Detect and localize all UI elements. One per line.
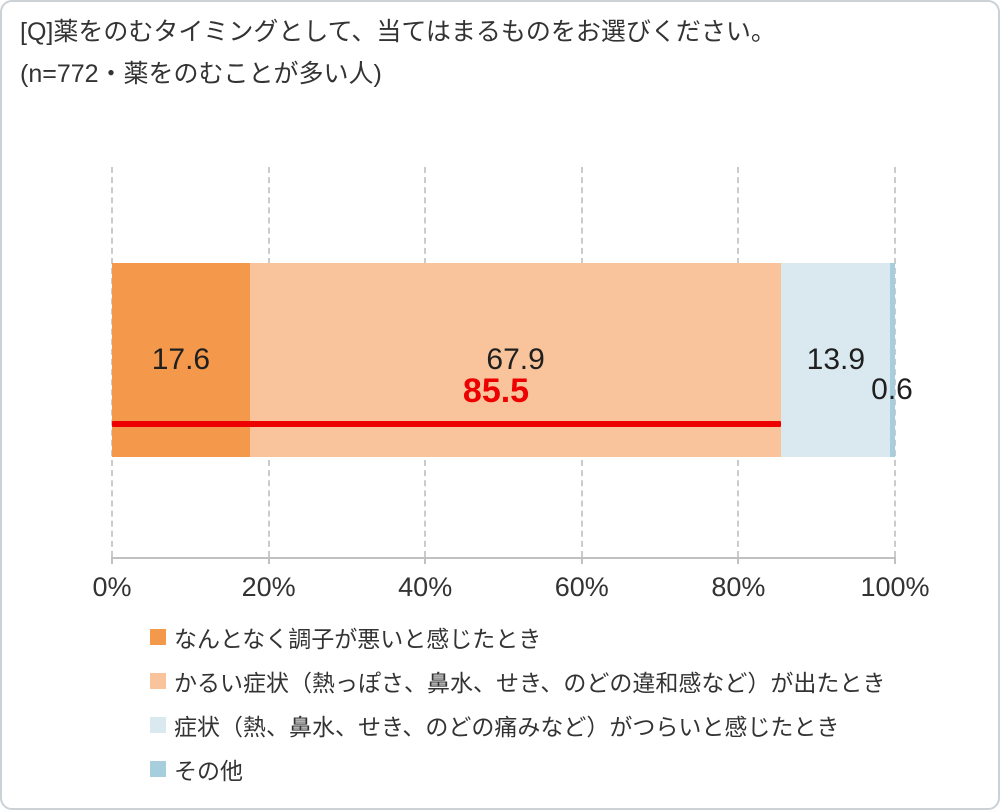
axis-tick [424, 557, 427, 564]
segment-value-label: 17.6 [151, 343, 211, 376]
bar-segment-2: 67.9 [249, 263, 782, 457]
axis-tick [111, 557, 113, 564]
legend-label: その他 [174, 758, 243, 784]
legend-item-1: なんとなく調子が悪いと感じたとき [150, 615, 885, 659]
legend-item-4: その他 [150, 747, 885, 791]
legend-item-2: かるい症状（熱っぽさ、鼻水、せき、のどの違和感など）が出たとき [150, 659, 885, 703]
legend: なんとなく調子が悪いと感じたとき かるい症状（熱っぽさ、鼻水、せき、のどの違和感… [150, 615, 885, 791]
axis-tick [894, 557, 896, 564]
legend-swatch-peach [150, 673, 166, 689]
legend-label: かるい症状（熱っぽさ、鼻水、せき、のどの違和感など）が出たとき [174, 670, 886, 696]
stacked-bar: 17.6 67.9 13.9 [112, 263, 895, 457]
bar-segment-1: 17.6 [112, 263, 250, 457]
chart-title: [Q]薬をのむタイミングとして、当てはまるものをお選びください。 [20, 18, 776, 46]
legend-label: 症状（熱、鼻水、せき、のどの痛みなど）がつらいと感じたとき [174, 714, 840, 740]
legend-item-3: 症状（熱、鼻水、せき、のどの痛みなど）がつらいと感じたとき [150, 703, 885, 747]
segment-value-label: 13.9 [806, 343, 866, 376]
sum-underline [112, 421, 782, 427]
axis-label-40: 40% [398, 572, 453, 602]
legend-swatch-blue [150, 761, 166, 777]
axis-label-80: 80% [711, 572, 766, 602]
axis-label-0: 0% [92, 572, 132, 602]
legend-label: なんとなく調子が悪いと感じたとき [174, 626, 542, 652]
segment-value-label: 67.9 [486, 343, 545, 376]
legend-swatch-paleblue [150, 717, 166, 733]
chart-subtitle: (n=772・薬をのむことが多い人) [20, 60, 382, 88]
bar-segment-3: 13.9 [781, 263, 891, 457]
axis-label-20: 20% [241, 572, 296, 602]
gridline-100 [894, 167, 896, 557]
axis-tick [580, 557, 583, 564]
axis-tick [737, 557, 740, 564]
axis-label-100: 100% [860, 572, 930, 602]
legend-swatch-orange [150, 629, 166, 645]
plot-area: 17.6 67.9 13.9 85.5 0.6 0% 20% 40% 60% 8… [92, 167, 930, 602]
sum-value-label: 85.5 [462, 372, 530, 410]
bar-segment-4 [890, 263, 895, 457]
axis-tick [267, 557, 270, 564]
axis-label-60: 60% [554, 572, 609, 602]
chart-header: [Q]薬をのむタイミングとして、当てはまるものをお選びください。 (n=772・… [20, 11, 776, 95]
segment-value-label-outside: 0.6 [871, 373, 913, 406]
